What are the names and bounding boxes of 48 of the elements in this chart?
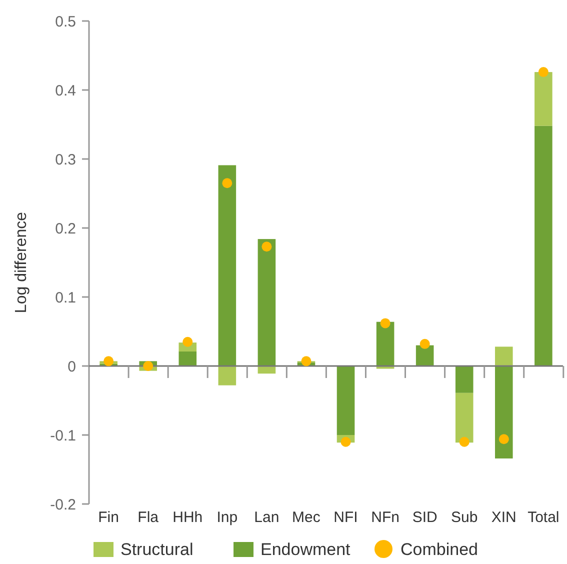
y-tick-label: 0.5 — [55, 13, 76, 30]
point — [182, 336, 193, 347]
point — [459, 436, 470, 447]
y-tick-label: 0.3 — [55, 151, 76, 168]
point — [143, 361, 154, 371]
bar — [218, 165, 236, 366]
bar — [258, 239, 276, 366]
bar — [495, 346, 513, 366]
bar — [218, 366, 236, 386]
x-tick-label: Fla — [138, 509, 160, 526]
point — [538, 67, 548, 78]
x-tick-label: XIN — [491, 509, 516, 526]
y-tick-label: 0 — [68, 358, 76, 376]
point — [420, 338, 430, 349]
x-tick-label: NFn — [371, 509, 400, 526]
y-tick-label: 0.4 — [55, 82, 76, 100]
y-tick-label: -0.2 — [50, 496, 76, 514]
bar — [178, 352, 197, 366]
x-tick-label: Lan — [254, 509, 280, 526]
x-tick-label: HHh — [172, 509, 203, 526]
x-tick-label: Total — [528, 509, 560, 526]
point — [104, 356, 114, 366]
bar — [534, 126, 552, 366]
point — [222, 178, 232, 188]
bar — [534, 72, 552, 126]
x-tick-label: Inp — [216, 509, 238, 526]
legend-label: Endowment — [260, 540, 351, 559]
x-tick-label: Fin — [98, 509, 119, 526]
legend-label: Structural — [120, 540, 194, 559]
point — [301, 356, 312, 366]
y-axis-title: Log difference — [13, 212, 30, 314]
bar — [495, 366, 513, 458]
point — [380, 318, 390, 328]
bar — [455, 392, 474, 443]
y-tick-label: 0.1 — [55, 289, 76, 306]
x-tick-label: NFI — [334, 509, 358, 526]
x-tick-label: Mec — [292, 509, 321, 526]
x-tick-label: SID — [412, 509, 438, 526]
y-tick-label: -0.1 — [50, 427, 76, 444]
point — [262, 242, 272, 252]
x-tick-label: Sub — [451, 509, 478, 526]
y-tick-label: 0.2 — [55, 220, 76, 238]
bar — [376, 322, 394, 366]
legend-label: Combined — [400, 540, 478, 559]
point — [498, 434, 509, 444]
bar — [336, 366, 355, 435]
point — [340, 436, 351, 447]
bar — [455, 366, 474, 393]
